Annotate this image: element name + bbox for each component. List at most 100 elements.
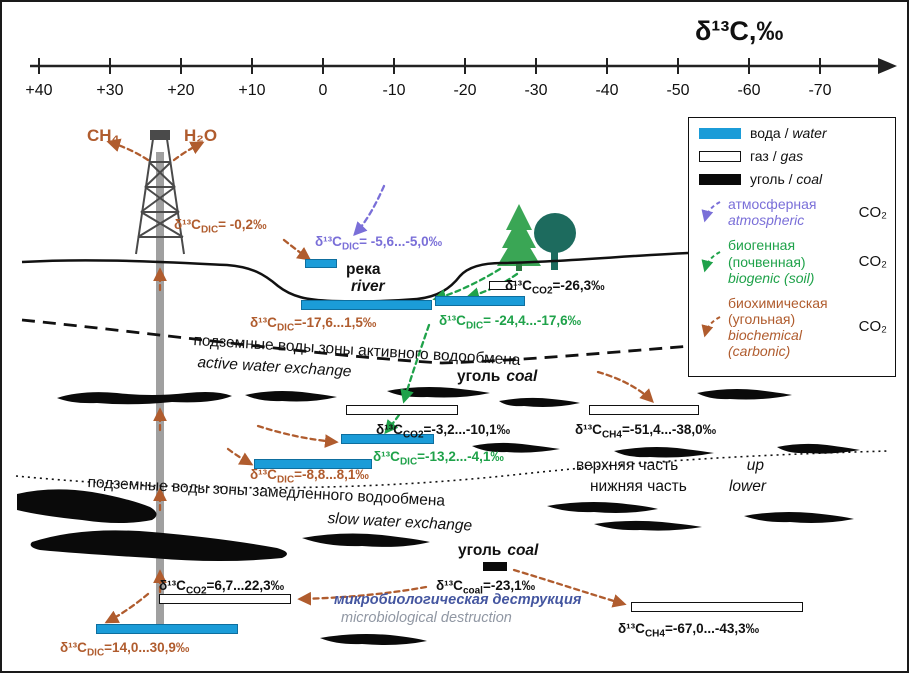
isotope-prefix: δ¹³C — [250, 467, 277, 482]
upper-en: up — [746, 457, 764, 474]
isotope-prefix: δ¹³C — [250, 315, 277, 330]
isotope-value: =-3,2...-10,1‰ — [423, 422, 511, 437]
microbio-label-en: microbiological destruction — [341, 610, 512, 626]
isotope-sub: CO2 — [531, 285, 553, 297]
legend-bio-en: biogenic (soil) — [728, 269, 815, 286]
well-pipe — [156, 152, 164, 634]
slow-exchange-boundary — [15, 450, 889, 489]
legend-chem-ru1: биохимическая — [728, 294, 828, 311]
atmospheric-arrow — [353, 184, 386, 237]
isotope-label-dic-mid-upper: δ¹³CDIC=-13,2...-4,1‰ — [373, 449, 504, 468]
isotope-sub: CO2 — [402, 429, 424, 441]
gas-bar-ch4-67 — [631, 602, 803, 612]
legend-atm-ru: атмосферная — [728, 196, 817, 213]
isotope-sub: CO2 — [185, 585, 207, 597]
isotope-label-dic-river: δ¹³CDIC= -5,6...-5,0‰ — [315, 234, 442, 253]
river-label-ru: река — [346, 261, 380, 279]
legend-coal-en: coal — [796, 171, 823, 188]
legend-chem-en1: biochemical — [728, 326, 802, 343]
isotope-prefix: δ¹³C — [575, 422, 602, 437]
isotope-prefix: δ¹³C — [60, 640, 87, 655]
isotope-value: = -24,4...-17,6‰ — [483, 313, 582, 328]
legend-bio-gas: CO₂ — [858, 252, 887, 270]
isotope-sub: coal — [462, 585, 483, 597]
isotope-sub: CH4 — [644, 628, 665, 640]
isotope-label-dic-deep: δ¹³CDIC=14,0...30,9‰ — [60, 640, 189, 659]
isotope-prefix: δ¹³C — [618, 621, 645, 636]
isotope-value: =-23,1‰ — [482, 578, 536, 593]
isotope-value: =-26,3‰ — [552, 278, 605, 293]
isotope-prefix: δ¹³C — [373, 449, 400, 464]
legend-item-biogenic: биогенная (почвенная) biogenic (soil) CO… — [699, 237, 889, 286]
river-en: river — [351, 278, 385, 295]
axis-tick-label: -30 — [524, 82, 548, 99]
legend-water-text: вода / water — [750, 125, 827, 141]
biogenic-arrow-icon — [701, 250, 721, 272]
coal-label-upper: уголь coal — [457, 368, 537, 386]
axis-tick-label: -70 — [808, 82, 832, 99]
isotope-label-co2-deep: δ¹³CCO2=6,7...22,3‰ — [159, 578, 284, 597]
isotope-sub: DIC — [276, 474, 295, 486]
gas-bar-co2-3 — [346, 405, 458, 415]
water-bar-dic-8 — [254, 459, 372, 469]
axis-tick-label: -50 — [666, 82, 690, 99]
water-bar-dic-24 — [435, 296, 525, 306]
river-ru: река — [346, 261, 381, 278]
axis-tick-label: +10 — [238, 82, 266, 99]
upper-part-label: верхняя часть up — [576, 457, 764, 475]
axis-tick-label: -40 — [595, 82, 619, 99]
lower-en: lower — [728, 478, 766, 495]
isotope-sub: DIC — [465, 320, 484, 332]
isotope-prefix: δ¹³C — [159, 578, 186, 593]
ch4-label: CH₄ — [87, 126, 120, 145]
axis-title: δ¹³C,‰ — [695, 16, 784, 46]
gas-swatch-icon — [699, 150, 741, 162]
axis-tick-label: -60 — [737, 82, 761, 99]
pine-tree-icon — [497, 204, 541, 271]
axis-tick-label: +30 — [96, 82, 124, 99]
water-bar-dic-17 — [301, 300, 432, 310]
isotope-sub: DIC — [399, 456, 418, 468]
microbio-label-ru: микробиологическая деструкция — [334, 592, 582, 608]
gas-bar-co2-6 — [159, 594, 291, 604]
isotope-label-dic-rig: δ¹³CDIC= -0,2‰ — [174, 217, 267, 236]
isotope-sub: DIC — [200, 224, 219, 236]
axis-tick-label: +40 — [25, 82, 53, 99]
water-swatch-icon — [699, 127, 741, 139]
legend-item-biochemical: биохимическая (угольная) biochemical (ca… — [699, 295, 889, 359]
isotope-sub: DIC — [276, 322, 295, 334]
gas-bar-ch4-51 — [589, 405, 699, 415]
isotope-value: =-13,2...-4,1‰ — [417, 449, 504, 464]
legend-bio-ru1: биогенная — [728, 237, 796, 254]
axis-tick-label: 0 — [318, 82, 328, 99]
axis-tick-label: +20 — [167, 82, 195, 99]
isotope-label-ch4-deep: δ¹³CCH4=-67,0...-43,3‰ — [618, 621, 759, 640]
isotope-label-co2-mid: δ¹³CCO2=-3,2...-10,1‰ — [376, 422, 510, 441]
isotope-value: =-51,4...-38,0‰ — [621, 422, 717, 437]
isotope-prefix: δ¹³C — [315, 234, 342, 249]
legend-item-atmospheric: атмосферная atmospheric CO₂ — [699, 196, 889, 228]
isotope-value: =-67,0...-43,3‰ — [664, 621, 760, 636]
legend-atm-gas: CO₂ — [858, 203, 887, 221]
isotope-value: =-17,6...1,5‰ — [294, 315, 377, 330]
isotope-sub: CH4 — [601, 429, 622, 441]
atmospheric-arrow-icon — [701, 201, 721, 223]
legend-item-gas: газ / gas — [699, 148, 889, 164]
legend-water-en: water — [792, 125, 827, 141]
coal-label-lower: уголь coal — [458, 542, 538, 560]
water-bar-dic-14 — [96, 624, 238, 634]
coal-bar-sample — [483, 562, 507, 571]
legend-gas-en: gas — [780, 148, 804, 165]
legend-gas-ru: газ / — [750, 148, 777, 165]
axis — [30, 58, 897, 74]
isotope-prefix: δ¹³C — [376, 422, 403, 437]
legend-biogenic-text: биогенная (почвенная) biogenic (soil) — [728, 237, 856, 285]
isotope-sub: DIC — [86, 647, 105, 659]
legend-chem-gas: CO₂ — [858, 318, 887, 336]
legend-atm-en: atmospheric — [728, 212, 805, 229]
axis-tick-label: -20 — [453, 82, 477, 99]
legend-water-ru: вода / — [750, 125, 789, 141]
legend-item-coal: уголь / coal — [699, 171, 889, 187]
drill-rig-icon — [135, 130, 185, 255]
lower-ru: нижняя часть — [590, 478, 687, 495]
